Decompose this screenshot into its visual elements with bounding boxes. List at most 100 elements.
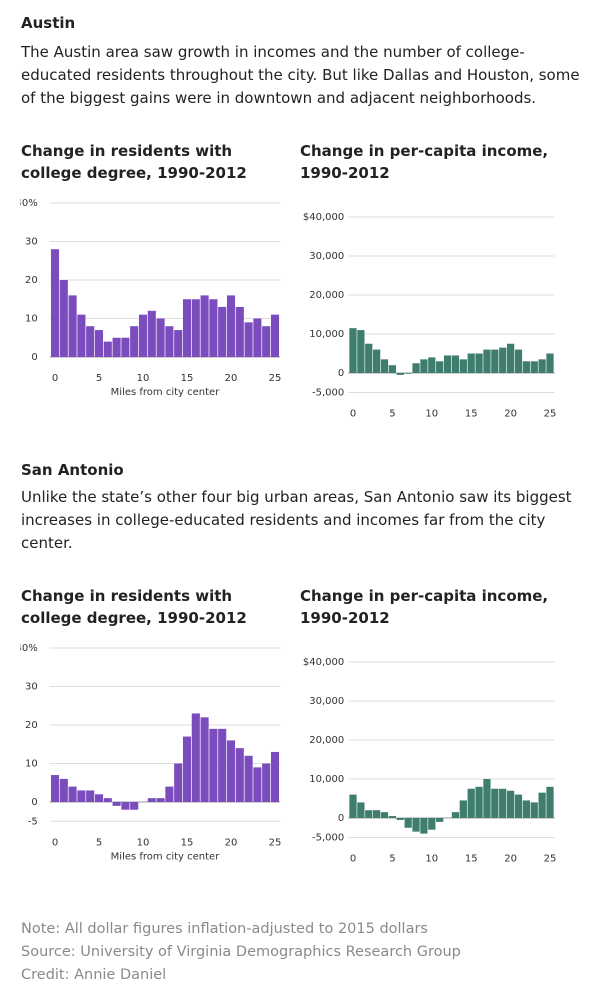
bar xyxy=(218,728,227,802)
y-tick-label: -5 xyxy=(28,816,38,827)
x-tick-label: 25 xyxy=(544,409,557,420)
x-axis-label: Miles from city center xyxy=(111,387,221,398)
x-tick-label: 20 xyxy=(225,837,238,848)
bar xyxy=(475,353,483,373)
bar xyxy=(200,295,209,357)
bar xyxy=(156,798,165,802)
bar xyxy=(388,816,397,818)
x-tick-label: 25 xyxy=(269,373,282,384)
bar xyxy=(420,359,428,373)
bar xyxy=(538,359,546,373)
y-tick-label: 30 xyxy=(25,682,38,693)
bar xyxy=(209,299,218,357)
y-tick-label: 20 xyxy=(25,275,38,286)
x-tick-label: 25 xyxy=(269,837,282,848)
bar xyxy=(138,314,148,357)
bar xyxy=(412,363,420,373)
x-tick-label: 5 xyxy=(389,854,395,865)
bar xyxy=(262,763,271,802)
bar xyxy=(467,353,475,373)
bar xyxy=(147,798,156,802)
bar xyxy=(270,314,280,357)
bar xyxy=(182,736,192,802)
bar xyxy=(514,349,523,373)
bar xyxy=(112,337,121,357)
y-tick-label: 30,000 xyxy=(309,696,344,707)
y-tick-label: 40% xyxy=(20,198,38,209)
bar xyxy=(530,361,538,373)
bar xyxy=(380,359,389,373)
chart-title: Change in per-capita income, 1990-2012 xyxy=(300,142,549,182)
note: Note: All dollar figures inflation-adjus… xyxy=(21,921,428,937)
x-tick-label: 20 xyxy=(504,854,517,865)
bar xyxy=(226,740,236,802)
y-tick-label: 0 xyxy=(31,352,37,363)
bar xyxy=(103,341,112,357)
bar xyxy=(436,818,444,822)
x-tick-label: 0 xyxy=(52,373,58,384)
section-title: Austin xyxy=(21,14,76,32)
chart-title: Change in residents with college degree,… xyxy=(21,142,247,182)
note: Source: University of Virginia Demograph… xyxy=(21,944,461,960)
bar xyxy=(244,322,253,357)
x-tick-label: 10 xyxy=(137,373,150,384)
bar xyxy=(506,790,515,818)
x-tick-label: 0 xyxy=(350,854,356,865)
bar xyxy=(50,775,60,802)
bar xyxy=(182,299,192,357)
x-tick-label: 15 xyxy=(465,854,478,865)
y-tick-label: 30 xyxy=(25,237,38,248)
note: Credit: Annie Daniel xyxy=(21,967,167,983)
bar xyxy=(130,326,139,357)
y-tick-label: 10,000 xyxy=(309,774,344,785)
bar xyxy=(191,299,200,357)
bar xyxy=(546,786,554,818)
x-tick-label: 0 xyxy=(350,409,356,420)
y-tick-label: -5,000 xyxy=(312,388,344,399)
bar xyxy=(483,779,491,818)
y-tick-label: 10,000 xyxy=(309,329,344,340)
bar xyxy=(121,802,130,810)
bar xyxy=(77,314,86,357)
bar xyxy=(156,318,165,357)
bar xyxy=(428,818,436,830)
y-tick-label: 10 xyxy=(25,759,38,770)
x-tick-label: 10 xyxy=(137,837,150,848)
bar xyxy=(94,794,104,802)
bar xyxy=(200,717,209,802)
bar xyxy=(130,802,139,810)
y-tick-label: 0 xyxy=(338,368,344,379)
bar xyxy=(86,326,95,357)
chart-title: Change in residents with college degree,… xyxy=(21,587,247,627)
y-tick-label: $40,000 xyxy=(303,212,344,223)
bar xyxy=(483,349,491,373)
bar xyxy=(467,788,475,818)
y-tick-label: 20,000 xyxy=(309,290,344,301)
bar xyxy=(491,788,499,818)
chart-title: Change in per-capita income, 1990-2012 xyxy=(300,587,549,627)
bar xyxy=(499,788,507,818)
bar xyxy=(373,349,381,373)
bar xyxy=(226,295,236,357)
bar xyxy=(538,792,546,818)
bar xyxy=(174,763,183,802)
y-tick-label: 20,000 xyxy=(309,735,344,746)
chart: -5,000 0 10,000 20,000 30,000 $40,000 0 5 10 15 20… xyxy=(303,212,557,420)
bar xyxy=(235,306,244,357)
bar xyxy=(451,812,460,818)
section-text: The Austin area saw growth in incomes an… xyxy=(21,43,580,107)
bar xyxy=(412,818,420,832)
bar xyxy=(404,373,412,374)
bar xyxy=(253,767,262,802)
x-axis-label: Miles from city center xyxy=(111,851,221,862)
bar xyxy=(165,326,174,357)
bar xyxy=(459,359,467,373)
x-tick-label: 20 xyxy=(225,373,238,384)
bar xyxy=(174,330,183,357)
x-tick-label: 5 xyxy=(96,837,102,848)
bar xyxy=(428,357,436,373)
bar xyxy=(349,328,357,373)
bar xyxy=(191,713,200,802)
bar xyxy=(218,306,227,357)
